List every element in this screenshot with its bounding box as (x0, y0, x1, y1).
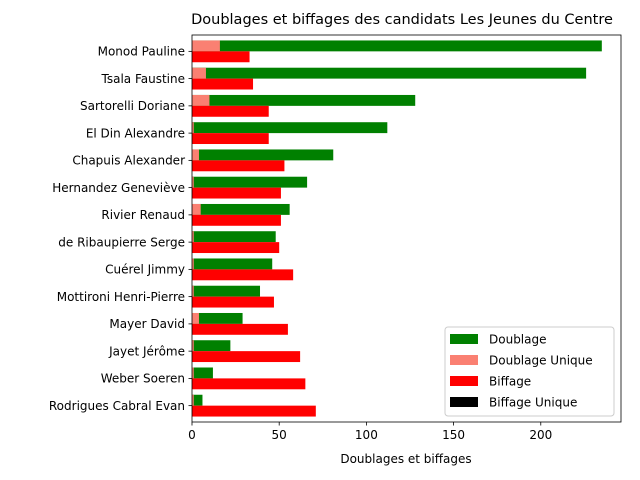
bar-biffage (192, 242, 280, 254)
bar-doublage-unique (192, 176, 194, 188)
bar-doublage-unique (192, 394, 194, 406)
x-tick-labels: 0 50 100 150 200 (188, 422, 552, 442)
bar-biffage (192, 214, 281, 226)
bar-doublage (192, 203, 290, 215)
bar-doublage (192, 285, 261, 297)
bar-doublage-unique (192, 67, 206, 79)
bar-doublage-unique (192, 149, 199, 161)
y-tick-label: Rodrigues Cabral Evan (49, 399, 185, 413)
legend: Doublage Doublage Unique Biffage Biffage Un… (444, 326, 615, 417)
legend-label: Biffage (489, 375, 531, 389)
bar-doublage-unique (192, 94, 210, 106)
bar-doublage-unique (192, 312, 199, 324)
y-tick-label: de Ribaupierre Serge (58, 235, 185, 249)
bar-doublage (192, 176, 308, 188)
y-tick-label: Rivier Renaud (101, 208, 185, 222)
bar-doublage (192, 40, 602, 52)
bar-biffage (192, 405, 316, 417)
bar-doublage-unique (192, 122, 194, 134)
y-tick-label: Sartorelli Doriane (80, 99, 185, 113)
bar-doublage-unique (192, 258, 194, 270)
bar-doublage-unique (192, 203, 201, 215)
y-tick-label: Mottironi Henri-Pierre (57, 290, 185, 304)
x-tick-label: 100 (355, 428, 378, 442)
bar-biffage (192, 351, 301, 363)
bar-biffage (192, 160, 285, 172)
legend-label: Doublage (489, 333, 547, 347)
bar-doublage (192, 149, 334, 161)
bar-doublage (192, 394, 203, 406)
legend-swatch (450, 334, 478, 344)
legend-label: Doublage Unique (489, 354, 593, 368)
bar-doublage (192, 122, 388, 134)
legend-swatch (450, 397, 478, 407)
bar-doublage (192, 67, 587, 79)
x-axis-label: Doublages et biffages (340, 452, 471, 466)
bar-biffage (192, 296, 274, 308)
bar-doublage (192, 367, 213, 379)
bars-group (192, 40, 602, 417)
y-tick-label: Jayet Jérôme (108, 344, 185, 358)
bar-doublage-unique (192, 285, 194, 297)
bar-biffage (192, 133, 269, 145)
bar-doublage (192, 258, 273, 270)
y-tick-label: Tsala Faustine (101, 72, 186, 86)
y-tick-label: Chapuis Alexander (72, 154, 185, 168)
y-tick-label: Hernandez Geneviève (52, 181, 185, 195)
x-tick-label: 200 (529, 428, 552, 442)
plot-frame (191, 34, 622, 423)
bar-doublage-unique (192, 40, 220, 52)
bar-doublage (192, 94, 416, 106)
legend-swatch (450, 355, 478, 365)
bar-biffage (192, 378, 306, 390)
x-tick-label: 0 (188, 428, 196, 442)
bar-doublage-unique (192, 231, 194, 243)
legend-frame (444, 326, 615, 417)
bar-biffage (192, 51, 250, 63)
bar-doublage (192, 231, 276, 243)
bar-doublage-unique (192, 367, 194, 379)
bar-doublage (192, 340, 231, 352)
bar-doublage-unique (192, 340, 194, 352)
y-tick-label: Monod Pauline (98, 45, 185, 59)
bar-biffage (192, 269, 294, 281)
y-tick-label: Cuérel Jimmy (105, 263, 185, 277)
y-tick-labels: Monod Pauline Tsala Faustine Sartorelli Do… (49, 45, 192, 413)
bar-biffage (192, 323, 288, 335)
y-tick-label: El Din Alexandre (86, 126, 185, 140)
x-tick-label: 150 (442, 428, 465, 442)
bar-biffage (192, 78, 254, 90)
legend-swatch (450, 376, 478, 386)
bar-biffage (192, 187, 281, 199)
bar-biffage (192, 105, 269, 117)
x-tick-label: 50 (272, 428, 287, 442)
y-tick-label: Mayer David (109, 317, 185, 331)
legend-label: Biffage Unique (489, 396, 577, 410)
bar-doublage (192, 312, 243, 324)
chart-title: Doublages et biffages des candidats Les … (191, 12, 613, 28)
y-tick-label: Weber Soeren (101, 372, 185, 386)
